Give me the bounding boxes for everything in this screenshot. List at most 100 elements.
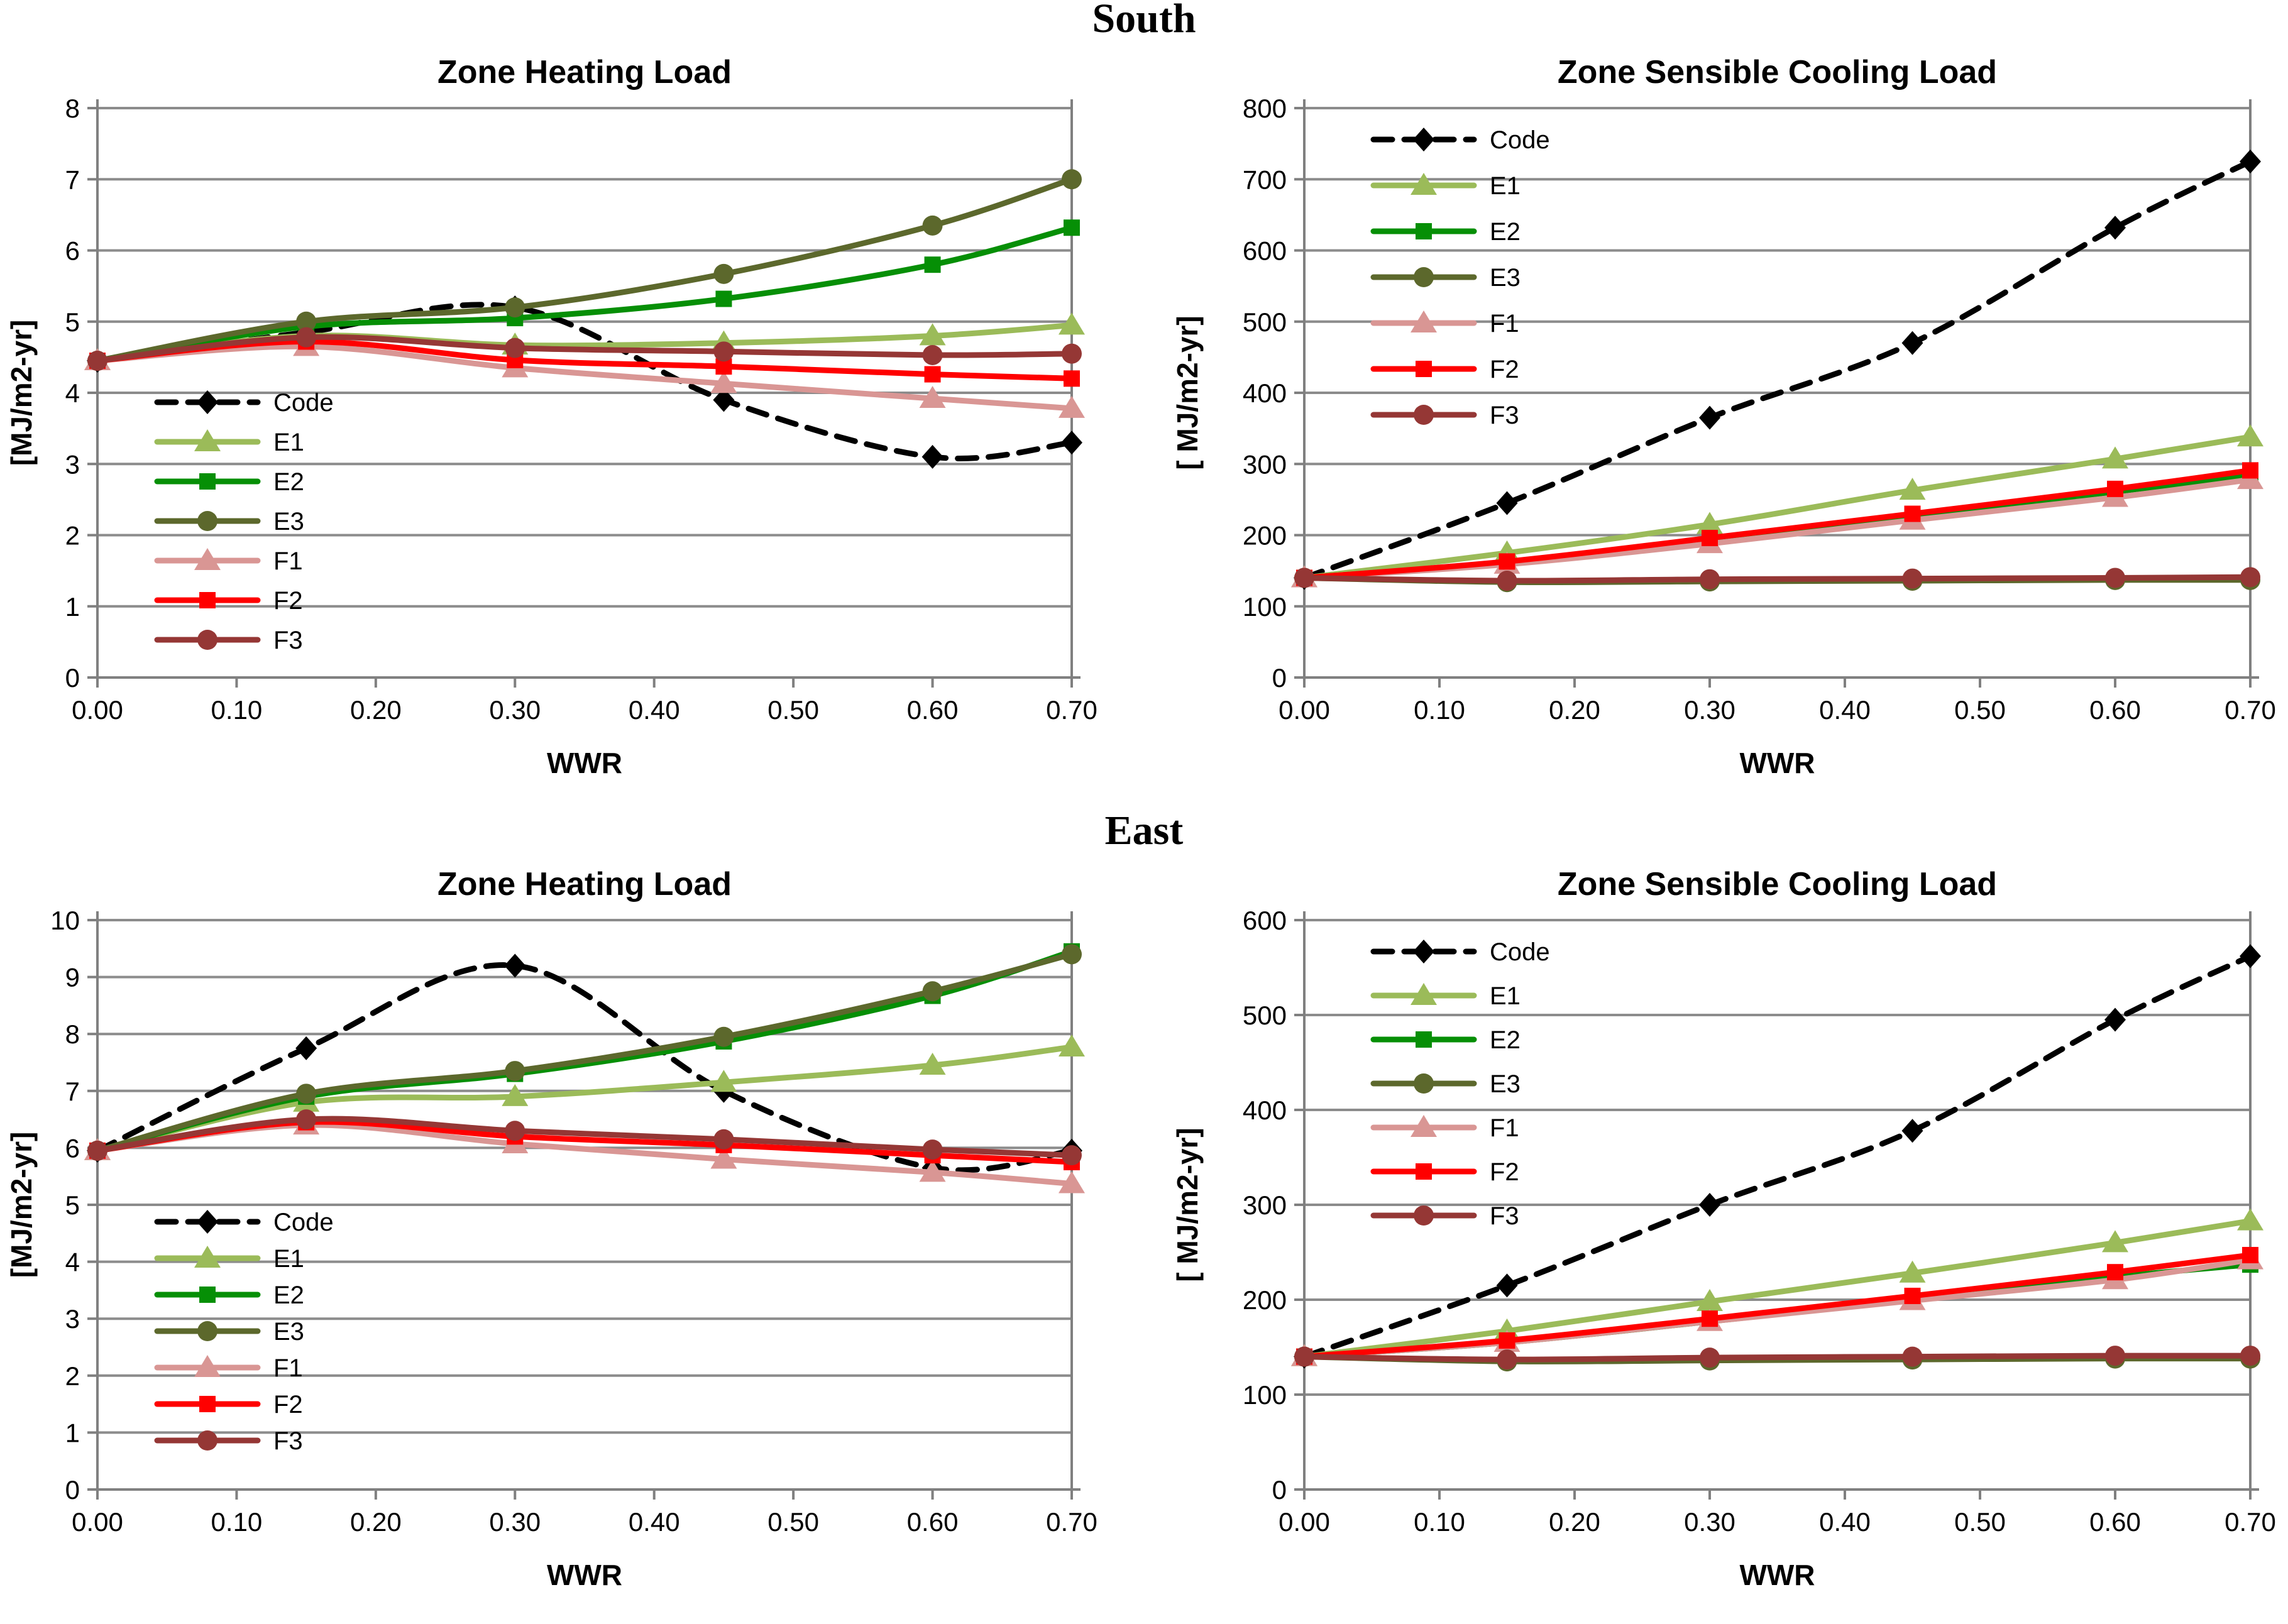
y-tick-label: 0 xyxy=(1272,1475,1287,1505)
y-axis-label: [MJ/m2-yr] xyxy=(5,320,38,466)
legend-marker-E3 xyxy=(197,511,217,531)
x-tick-label: 0.50 xyxy=(767,695,819,725)
x-axis-label: WWR xyxy=(547,747,622,779)
y-tick-label: 100 xyxy=(1243,592,1287,622)
legend-item-Code: Code xyxy=(154,1209,334,1236)
y-tick-label: 2 xyxy=(65,1361,80,1391)
series-marker-Code xyxy=(1699,405,1720,430)
x-tick-label: 0.00 xyxy=(72,1507,123,1537)
legend-marker-F1 xyxy=(1411,310,1437,332)
series-marker-Code xyxy=(921,444,943,469)
series-marker-F3 xyxy=(2240,1346,2260,1366)
y-tick-label: 200 xyxy=(1243,521,1287,551)
x-tick-label: 0.00 xyxy=(72,695,123,725)
series-marker-F3 xyxy=(1294,568,1314,588)
legend-label: F3 xyxy=(1490,1202,1519,1230)
series-marker-F1 xyxy=(710,1146,737,1169)
legend-marker-E1 xyxy=(1411,173,1437,195)
y-tick-label: 300 xyxy=(1243,449,1287,479)
legend-label: F1 xyxy=(1490,310,1519,337)
legend-marker-E2 xyxy=(199,473,216,490)
y-tick-label: 7 xyxy=(65,1077,80,1106)
legend-marker-E1 xyxy=(1411,983,1437,1005)
series-marker-E1 xyxy=(1899,1260,1926,1283)
x-tick-label: 0.30 xyxy=(1684,1507,1735,1537)
legend-marker-F2 xyxy=(199,592,216,608)
y-tick-label: 1 xyxy=(65,592,80,622)
series-marker-F3 xyxy=(922,1139,943,1160)
series-marker-F3 xyxy=(1294,1346,1314,1367)
x-axis-label: WWR xyxy=(1739,747,1815,779)
legend-label: F2 xyxy=(273,587,303,615)
legend-item-E1: E1 xyxy=(154,1245,304,1273)
series-marker-E3 xyxy=(1062,944,1082,965)
x-tick-label: 0.10 xyxy=(211,695,263,725)
legend-label: E1 xyxy=(1490,172,1521,200)
legend-label: E1 xyxy=(1490,982,1521,1010)
y-tick-label: 0 xyxy=(1272,663,1287,693)
series-marker-F1 xyxy=(919,386,946,409)
chart-title: Zone Sensible Cooling Load xyxy=(1558,54,1997,91)
cell-east-cooling: 0.00 0.10 0.20 0.30 0.40 0.50 0.60 0.70 0 100 200 3… xyxy=(1144,812,2288,1624)
legend-marker-E3 xyxy=(1414,267,1434,287)
y-tick-label: 2 xyxy=(65,521,80,551)
x-tick-label: 0.50 xyxy=(1954,1507,2006,1537)
series-marker-E1 xyxy=(2237,1208,2263,1231)
chart-title: Zone Heating Load xyxy=(437,866,732,903)
legend-marker-F2 xyxy=(199,1396,216,1412)
series-marker-Code xyxy=(1496,1273,1518,1298)
legend-item-F3: F3 xyxy=(154,627,303,654)
x-tick-label: 0.00 xyxy=(1279,695,1330,725)
y-tick-label: 1 xyxy=(65,1418,80,1447)
legend-label: F3 xyxy=(273,1427,303,1455)
series-marker-E2 xyxy=(924,256,941,273)
series-marker-E2 xyxy=(1064,219,1080,236)
legend-marker-Code xyxy=(197,1210,218,1234)
legend-marker-Code xyxy=(197,390,218,414)
y-tick-label: 0 xyxy=(65,1475,80,1505)
series-marker-F3 xyxy=(1062,343,1082,364)
legend-item-F3: F3 xyxy=(154,1427,303,1455)
series-marker-F2 xyxy=(1904,1287,1921,1304)
legend-marker-F1 xyxy=(194,1355,221,1377)
legend-item-E3: E3 xyxy=(1370,264,1521,292)
y-tick-label: 200 xyxy=(1243,1285,1287,1315)
series-marker-F1 xyxy=(919,1160,946,1182)
y-tick-label: 3 xyxy=(65,1304,80,1334)
legend-label: F1 xyxy=(273,547,303,575)
series-marker-E2 xyxy=(715,290,732,307)
series-marker-F3 xyxy=(2105,1346,2125,1366)
series-marker-F1 xyxy=(1059,395,1085,418)
legend-item-E3: E3 xyxy=(1370,1070,1521,1098)
x-tick-label: 0.40 xyxy=(1819,1507,1871,1537)
series-marker-E1 xyxy=(1899,478,1926,500)
legend-label: Code xyxy=(273,1209,334,1236)
series-marker-F3 xyxy=(2105,568,2125,588)
y-tick-label: 400 xyxy=(1243,378,1287,408)
legend-label: E2 xyxy=(1490,1026,1521,1054)
x-tick-label: 0.30 xyxy=(1684,695,1735,725)
legend-marker-F1 xyxy=(194,548,221,570)
legend-marker-E3 xyxy=(197,1321,217,1341)
series-marker-E3 xyxy=(922,215,943,236)
y-tick-label: 6 xyxy=(65,1133,80,1163)
chart-title: Zone Sensible Cooling Load xyxy=(1558,866,1997,903)
legend-marker-Code xyxy=(1413,940,1434,963)
series-marker-Code xyxy=(713,388,735,412)
legend-marker-E1 xyxy=(194,429,221,451)
legend-item-Code: Code xyxy=(1370,938,1550,966)
legend-label: Code xyxy=(1490,126,1550,154)
legend-item-E1: E1 xyxy=(1370,172,1521,200)
series-marker-Code xyxy=(1699,1193,1720,1217)
series-marker-F3 xyxy=(713,1129,734,1149)
legend-marker-F3 xyxy=(197,1430,217,1451)
x-tick-label: 0.60 xyxy=(907,695,959,725)
series-marker-F2 xyxy=(1702,530,1718,547)
section-heading-south: South xyxy=(1092,0,1196,41)
x-tick-label: 0.60 xyxy=(2089,1507,2141,1537)
legend-item-F3: F3 xyxy=(1370,402,1519,429)
y-tick-label: 5 xyxy=(65,307,80,337)
y-tick-label: 5 xyxy=(65,1190,80,1220)
y-tick-label: 8 xyxy=(65,94,80,123)
